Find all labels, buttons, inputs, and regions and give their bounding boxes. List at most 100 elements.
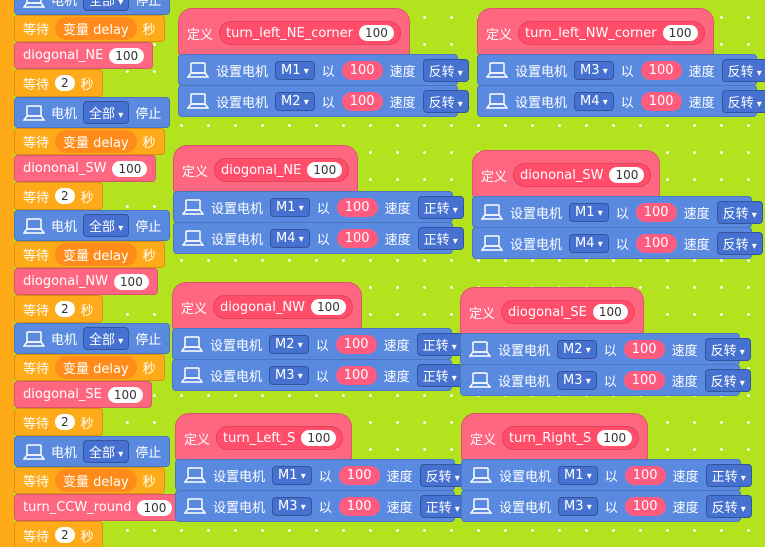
- direction-dropdown[interactable]: 正转: [705, 463, 752, 487]
- call-block[interactable]: turn_CCW_round 100: [14, 494, 182, 521]
- wait_var-block[interactable]: 等待 变量 delay 秒: [14, 354, 165, 381]
- number-input[interactable]: 100: [109, 47, 145, 64]
- direction-dropdown[interactable]: 正转: [419, 494, 466, 518]
- direction-dropdown[interactable]: 反转: [721, 58, 765, 82]
- motor-dropdown[interactable]: M3: [269, 365, 309, 385]
- motor-dropdown[interactable]: M4: [270, 228, 310, 248]
- dropdown[interactable]: 全部: [83, 101, 130, 124]
- motor-dropdown[interactable]: M3: [557, 370, 597, 390]
- call-block[interactable]: diogonal_NW 100: [14, 268, 158, 295]
- speed-input[interactable]: 100: [624, 465, 666, 485]
- speed-input[interactable]: 100: [623, 370, 665, 390]
- direction-dropdown[interactable]: 反转: [422, 89, 469, 113]
- number-input[interactable]: 2: [55, 414, 75, 430]
- direction-dropdown[interactable]: 反转: [716, 231, 763, 255]
- speed-input[interactable]: 100: [640, 60, 682, 80]
- direction-dropdown[interactable]: 反转: [704, 337, 751, 361]
- wait_var-block[interactable]: 等待 变量 delay 秒: [14, 15, 165, 42]
- motor-block[interactable]: 电机全部停止: [14, 0, 171, 15]
- motor-dropdown[interactable]: M2: [269, 334, 309, 354]
- number-input[interactable]: 100: [113, 273, 149, 290]
- speed-input[interactable]: 100: [336, 197, 378, 217]
- direction-dropdown[interactable]: 反转: [419, 463, 466, 487]
- wait_num-block[interactable]: 等待 2 秒: [14, 69, 103, 97]
- direction-dropdown[interactable]: 反转: [716, 200, 763, 224]
- number-input[interactable]: 100: [137, 499, 173, 516]
- motor-block[interactable]: 电机全部停止: [14, 210, 171, 241]
- call-block[interactable]: diononal_SW 100: [14, 155, 157, 182]
- call-block[interactable]: diogonal_NE 100: [14, 42, 154, 69]
- define-hat[interactable]: 定义 diogonal_SE 100: [460, 287, 644, 335]
- motor-block[interactable]: 电机全部停止: [14, 97, 171, 128]
- motor-dropdown[interactable]: M4: [574, 91, 614, 111]
- speed-input[interactable]: 100: [336, 228, 378, 248]
- speed-input[interactable]: 100: [341, 91, 383, 111]
- define-hat[interactable]: 定义 turn_left_NW_corner 100: [477, 8, 714, 56]
- number-input[interactable]: 2: [55, 188, 75, 204]
- wait_num-block[interactable]: 等待 2 秒: [14, 295, 103, 323]
- dropdown[interactable]: 全部: [83, 0, 130, 11]
- define-hat[interactable]: 定义 diogonal_NW 100: [172, 282, 362, 330]
- number-input[interactable]: 100: [112, 160, 148, 177]
- speed-input[interactable]: 100: [635, 233, 677, 253]
- motor-dropdown[interactable]: M1: [558, 465, 598, 485]
- speed-input[interactable]: 100: [335, 365, 377, 385]
- motor-block[interactable]: 电机全部停止: [14, 436, 171, 467]
- define-hat[interactable]: 定义 turn_Right_S 100: [461, 413, 649, 461]
- number-input[interactable]: 100: [107, 386, 143, 403]
- direction-dropdown[interactable]: 反转: [705, 494, 752, 518]
- wait_num-block[interactable]: 等待 2 秒: [14, 182, 103, 210]
- motor-dropdown[interactable]: M3: [574, 60, 614, 80]
- dropdown[interactable]: 全部: [83, 327, 130, 350]
- direction-dropdown[interactable]: 反转: [721, 89, 765, 113]
- define-hat[interactable]: 定义 turn_left_NE_corner 100: [178, 8, 410, 56]
- call-block[interactable]: diogonal_SE 100: [14, 381, 152, 408]
- direction-dropdown[interactable]: 正转: [417, 226, 464, 250]
- number-input[interactable]: 2: [55, 527, 75, 543]
- speed-input[interactable]: 100: [624, 496, 666, 516]
- dropdown[interactable]: 全部: [83, 440, 130, 463]
- define-hat[interactable]: 定义 diogonal_NE 100: [173, 145, 359, 193]
- wait_var-block[interactable]: 等待 变量 delay 秒: [14, 467, 165, 494]
- direction-dropdown[interactable]: 正转: [417, 195, 464, 219]
- direction-dropdown[interactable]: 正转: [416, 332, 463, 356]
- speed-input[interactable]: 100: [623, 339, 665, 359]
- motor-dropdown[interactable]: M4: [569, 233, 609, 253]
- speed-input[interactable]: 100: [635, 202, 677, 222]
- motor-dropdown[interactable]: M2: [557, 339, 597, 359]
- motor-dropdown[interactable]: M3: [272, 496, 312, 516]
- motor-dropdown[interactable]: M1: [275, 60, 315, 80]
- wait_num-block[interactable]: 等待 2 秒: [14, 408, 103, 436]
- speed-input[interactable]: 100: [338, 465, 380, 485]
- number-input[interactable]: 2: [55, 75, 75, 91]
- wait_var-block[interactable]: 等待 变量 delay 秒: [14, 128, 165, 155]
- wait_num-block[interactable]: 等待 2 秒: [14, 521, 103, 547]
- motor-dropdown[interactable]: M1: [270, 197, 310, 217]
- direction-dropdown[interactable]: 反转: [704, 368, 751, 392]
- speed-input[interactable]: 100: [640, 91, 682, 111]
- number-input[interactable]: 2: [55, 301, 75, 317]
- motor-block[interactable]: 电机全部停止: [14, 323, 171, 354]
- wait_var-block[interactable]: 等待 变量 delay 秒: [14, 241, 165, 268]
- speed-input[interactable]: 100: [335, 334, 377, 354]
- motor-dropdown[interactable]: M2: [275, 91, 315, 111]
- speed-input[interactable]: 100: [341, 60, 383, 80]
- speed-input[interactable]: 100: [338, 496, 380, 516]
- direction-dropdown[interactable]: 正转: [416, 363, 463, 387]
- motor-dropdown[interactable]: M1: [569, 202, 609, 222]
- define-hat[interactable]: 定义 turn_Left_S 100: [175, 413, 353, 461]
